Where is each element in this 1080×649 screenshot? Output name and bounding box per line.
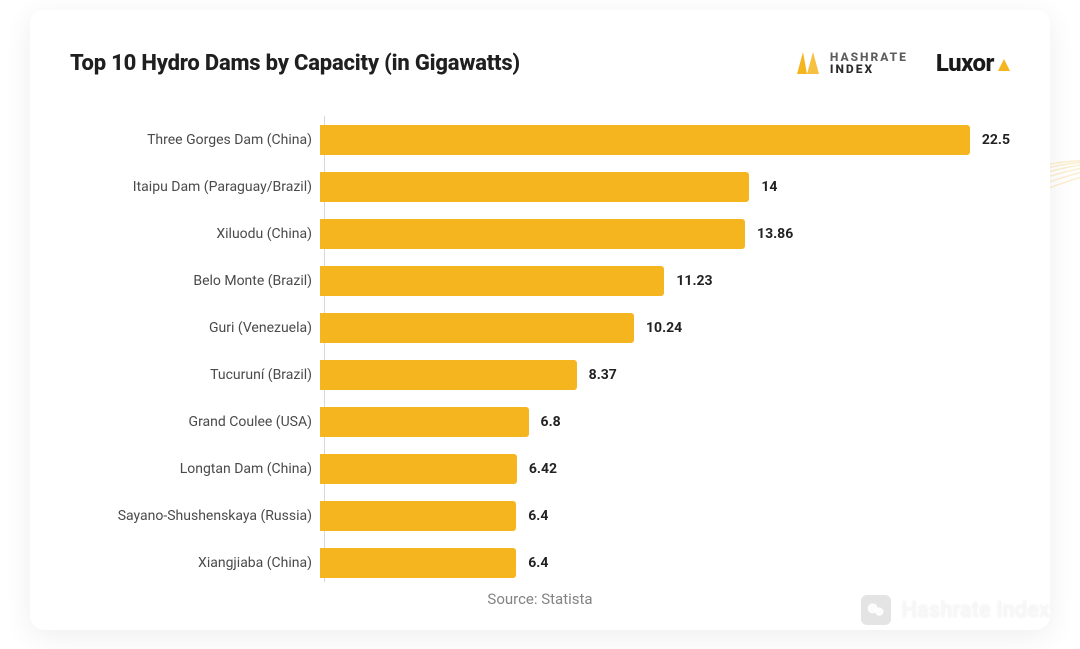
bar — [320, 454, 517, 484]
bar-value-label: 6.4 — [528, 508, 548, 524]
bar-value-label: 14 — [761, 179, 777, 195]
hashrate-index-text: HASHRATE INDEX — [830, 51, 908, 75]
bar — [320, 172, 749, 202]
bar-category-label: Itaipu Dam (Paraguay/Brazil) — [70, 179, 320, 195]
bar-track: 22.5 — [320, 116, 1010, 163]
bar-category-label: Three Gorges Dam (China) — [70, 132, 320, 148]
bar — [320, 501, 516, 531]
source-label: Source: Statista — [70, 590, 1010, 608]
chart-card: Top 10 Hydro Dams by Capacity (in Gigawa… — [30, 10, 1050, 630]
bar-track: 6.4 — [320, 539, 1010, 586]
bar-value-label: 10.24 — [646, 320, 682, 336]
bar-track: 11.23 — [320, 257, 1010, 304]
bar-row: Guri (Venezuela) 10.24 — [70, 304, 1010, 351]
bar-track: 13.86 — [320, 210, 1010, 257]
bar-track: 6.4 — [320, 492, 1010, 539]
bar — [320, 407, 529, 437]
hashrate-index-logo: HASHRATE INDEX — [794, 49, 908, 77]
bar-value-label: 8.37 — [589, 367, 617, 383]
bar — [320, 266, 664, 296]
bar-track: 10.24 — [320, 304, 1010, 351]
hashrate-index-icon — [794, 49, 822, 77]
bar-row: Itaipu Dam (Paraguay/Brazil) 14 — [70, 163, 1010, 210]
bar — [320, 313, 634, 343]
bar-category-label: Guri (Venezuela) — [70, 320, 320, 336]
bar-category-label: Longtan Dam (China) — [70, 461, 320, 477]
bar-row: Grand Coulee (USA) 6.8 — [70, 398, 1010, 445]
bar-value-label: 13.86 — [757, 226, 793, 242]
header-row: Top 10 Hydro Dams by Capacity (in Gigawa… — [70, 40, 1010, 86]
bar-category-label: Grand Coulee (USA) — [70, 414, 320, 430]
bar-value-label: 22.5 — [982, 132, 1010, 148]
bar-value-label: 11.23 — [676, 273, 712, 289]
bar-value-label: 6.42 — [529, 461, 557, 477]
bar-track: 6.8 — [320, 398, 1010, 445]
bar-row: Xiluodu (China) 13.86 — [70, 210, 1010, 257]
bar-category-label: Xiangjiaba (China) — [70, 555, 320, 571]
chart-area: Three Gorges Dam (China) 22.5 Itaipu Dam (… — [70, 116, 1010, 606]
bar — [320, 360, 577, 390]
bar-category-label: Belo Monte (Brazil) — [70, 273, 320, 289]
bar-row: Xiangjiaba (China) 6.4 — [70, 539, 1010, 586]
bar-value-label: 6.8 — [541, 414, 561, 430]
hashrate-index-line2: INDEX — [830, 63, 908, 75]
bar — [320, 125, 970, 155]
bar-track: 14 — [320, 163, 1010, 210]
bar-row: Belo Monte (Brazil) 11.23 — [70, 257, 1010, 304]
bar — [320, 548, 516, 578]
bar-category-label: Xiluodu (China) — [70, 226, 320, 242]
bar-track: 8.37 — [320, 351, 1010, 398]
brand-row: HASHRATE INDEX Luxor — [794, 49, 1010, 77]
chart-title: Top 10 Hydro Dams by Capacity (in Gigawa… — [70, 51, 520, 76]
bar-row: Sayano-Shushenskaya (Russia) 6.4 — [70, 492, 1010, 539]
bar-category-label: Tucuruní (Brazil) — [70, 367, 320, 383]
luxor-logo: Luxor — [936, 49, 1010, 77]
bar-category-label: Sayano-Shushenskaya (Russia) — [70, 508, 320, 524]
bar-rows: Three Gorges Dam (China) 22.5 Itaipu Dam (… — [70, 116, 1010, 586]
bar-row: Three Gorges Dam (China) 22.5 — [70, 116, 1010, 163]
luxor-accent-icon — [998, 59, 1010, 71]
bar-track: 6.42 — [320, 445, 1010, 492]
bar-row: Longtan Dam (China) 6.42 — [70, 445, 1010, 492]
luxor-text: Luxor — [936, 49, 994, 77]
bar-row: Tucuruní (Brazil) 8.37 — [70, 351, 1010, 398]
bar-value-label: 6.4 — [528, 555, 548, 571]
bar — [320, 219, 745, 249]
